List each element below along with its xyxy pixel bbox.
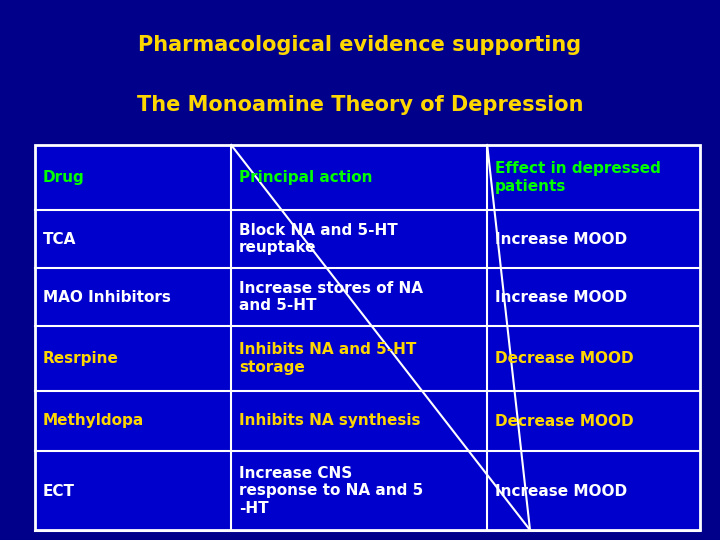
Text: The Monoamine Theory of Depression: The Monoamine Theory of Depression (137, 95, 583, 115)
Text: ECT: ECT (43, 483, 75, 498)
Text: Principal action: Principal action (239, 170, 373, 185)
Text: Increase MOOD: Increase MOOD (495, 289, 627, 305)
Text: Decrease MOOD: Decrease MOOD (495, 351, 634, 366)
Text: Resrpine: Resrpine (43, 351, 119, 366)
Text: Effect in depressed
patients: Effect in depressed patients (495, 161, 661, 194)
Bar (35, 145, 700, 530)
Text: Increase MOOD: Increase MOOD (495, 483, 627, 498)
Text: MAO Inhibitors: MAO Inhibitors (43, 289, 171, 305)
Text: Increase stores of NA
and 5-HT: Increase stores of NA and 5-HT (239, 281, 423, 313)
Text: Inhibits NA and 5-HT
storage: Inhibits NA and 5-HT storage (239, 342, 417, 375)
Text: Block NA and 5-HT
reuptake: Block NA and 5-HT reuptake (239, 223, 398, 255)
Text: Drug: Drug (43, 170, 85, 185)
Text: Methyldopa: Methyldopa (43, 414, 144, 429)
Text: Increase CNS
response to NA and 5
-HT: Increase CNS response to NA and 5 -HT (239, 466, 423, 516)
Text: Inhibits NA synthesis: Inhibits NA synthesis (239, 414, 420, 429)
Text: TCA: TCA (43, 232, 76, 246)
Text: Pharmacological evidence supporting: Pharmacological evidence supporting (138, 35, 582, 55)
Text: Increase MOOD: Increase MOOD (495, 232, 627, 246)
Text: Decrease MOOD: Decrease MOOD (495, 414, 634, 429)
